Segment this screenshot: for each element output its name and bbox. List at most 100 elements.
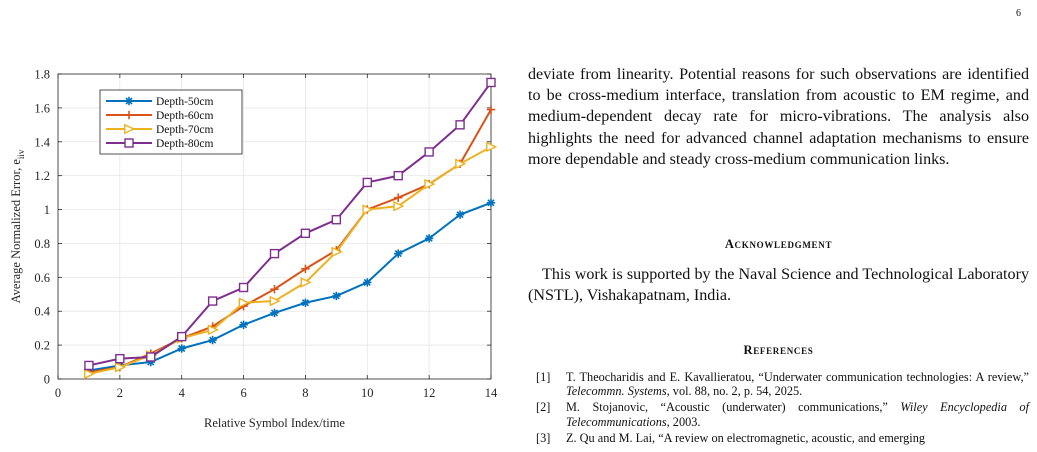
data-point <box>124 110 134 120</box>
data-point <box>394 249 403 258</box>
line-chart: 0 2 4 6 8 10 12 14 0 0.2 0.4 0.6 0.8 1 1.2 1.4 1.6 1.8 De… <box>9 68 498 431</box>
reference-item: [1] T. Theocharidis and E. Kavallieratou… <box>536 370 1029 398</box>
data-point <box>455 210 465 219</box>
x-tick-label: 14 <box>485 386 498 400</box>
data-point <box>455 158 467 170</box>
data-point <box>124 138 134 148</box>
data-point <box>362 204 374 215</box>
plot-frame <box>57 73 492 380</box>
y-axis-label-main: Average Normalized Error, e <box>9 159 23 304</box>
y-tick-label: 1.6 <box>34 101 50 115</box>
data-point <box>270 284 279 294</box>
data-point <box>424 147 434 157</box>
x-tick-label: 0 <box>55 386 61 400</box>
y-tick-label: 0 <box>44 373 50 387</box>
data-point <box>177 331 187 342</box>
x-tick-label: 6 <box>240 386 246 400</box>
data-point <box>424 178 436 190</box>
data-point <box>269 295 281 307</box>
references-list: [1] T. Theocharidis and E. Kavallieratou… <box>536 370 1029 447</box>
data-point <box>84 360 94 371</box>
reference-text: Z. Qu and M. Lai, “A review on electroma… <box>566 430 925 445</box>
data-point <box>124 96 134 106</box>
data-point <box>124 123 136 135</box>
y-tick-label: 1 <box>44 203 50 217</box>
page-number: 6 <box>1016 8 1021 19</box>
series-line <box>88 109 492 374</box>
x-axis-label: Relative Symbol Index/time <box>204 416 345 430</box>
data-point <box>301 298 310 307</box>
data-point <box>394 193 403 202</box>
y-axis-label-subscript: iiv <box>16 149 26 159</box>
data-point <box>114 361 127 373</box>
data-point <box>486 198 496 207</box>
series-line <box>88 201 492 372</box>
y-axis-label: Average Normalized Error, eiiv <box>9 149 26 303</box>
data-point <box>207 296 218 306</box>
series-line <box>88 145 492 375</box>
reference-number: [2] <box>536 400 551 415</box>
x-tick-label: 10 <box>361 386 374 400</box>
data-point <box>301 264 310 274</box>
legend-item: Depth-80cm <box>106 138 214 150</box>
data-point <box>238 282 249 293</box>
data-point <box>424 234 434 243</box>
legend-label: Depth-80cm <box>156 138 214 150</box>
legend-item: Depth-70cm <box>106 123 214 136</box>
reference-item: [3] Z. Qu and M. Lai, “A review on elect… <box>536 431 1029 445</box>
chart-legend: Depth-50cm Depth-60cm Depth-70cm Depth-80cm <box>99 89 243 155</box>
y-tick-label: 1.4 <box>34 135 50 149</box>
body-paragraph: deviate from linearity. Potential reason… <box>528 66 1029 168</box>
data-point <box>238 297 250 309</box>
data-point <box>208 335 217 345</box>
data-point <box>115 353 125 364</box>
series-line <box>88 81 492 367</box>
references-heading: References <box>743 343 814 357</box>
y-tick-label: 1.2 <box>34 169 50 183</box>
data-point <box>393 170 403 181</box>
x-tick-label: 4 <box>179 386 186 400</box>
data-point <box>270 308 279 318</box>
data-point <box>393 200 405 212</box>
legend-label: Depth-60cm <box>156 110 214 122</box>
legend-item: Depth-50cm <box>106 96 214 108</box>
data-point <box>486 77 496 88</box>
chart-series <box>84 77 498 380</box>
data-point <box>239 320 248 329</box>
data-point <box>84 368 96 380</box>
series-depth-70cm <box>84 141 498 380</box>
right-column: deviate from linearity. Potential reason… <box>528 64 1029 445</box>
data-point <box>363 278 372 287</box>
data-point <box>300 277 312 288</box>
axis-ticks: 0 2 4 6 8 10 12 14 0 0.2 0.4 0.6 0.8 1 1.2 1.4 1.6 1.8 <box>34 68 498 401</box>
acknowledgment-text: This work is supported by the Naval Scie… <box>528 266 1029 305</box>
series-depth-80cm <box>84 77 496 371</box>
legend-item: Depth-60cm <box>106 110 214 122</box>
y-tick-label: 0.8 <box>34 237 50 251</box>
legend-label: Depth-70cm <box>156 124 214 136</box>
acknowledgment-heading: Acknowledgment <box>724 237 833 251</box>
data-point <box>362 177 372 188</box>
data-point <box>486 141 498 153</box>
reference-item: [2] M. Stojanovic, “Acoustic (underwater… <box>536 400 1029 428</box>
data-point <box>332 291 341 301</box>
data-point <box>269 248 280 259</box>
reference-number: [1] <box>536 370 551 384</box>
y-tick-label: 0.4 <box>34 305 50 319</box>
reference-number: [3] <box>536 430 551 445</box>
reference-venue: Telecommn. Systems <box>566 384 667 399</box>
x-tick-label: 8 <box>302 386 308 400</box>
x-tick-label: 12 <box>423 386 436 400</box>
legend-label: Depth-50cm <box>156 96 214 108</box>
data-point <box>146 352 156 362</box>
y-tick-label: 0.2 <box>34 339 50 353</box>
data-point <box>331 246 343 258</box>
y-tick-label: 0.6 <box>34 271 50 285</box>
data-point <box>300 228 311 238</box>
x-tick-label: 2 <box>117 386 123 400</box>
data-point <box>331 215 342 225</box>
reference-venue: Wiley Encyclopedia of Telecommunications <box>566 400 1029 429</box>
data-point <box>486 105 496 114</box>
data-point <box>455 120 465 130</box>
data-point <box>207 324 219 336</box>
